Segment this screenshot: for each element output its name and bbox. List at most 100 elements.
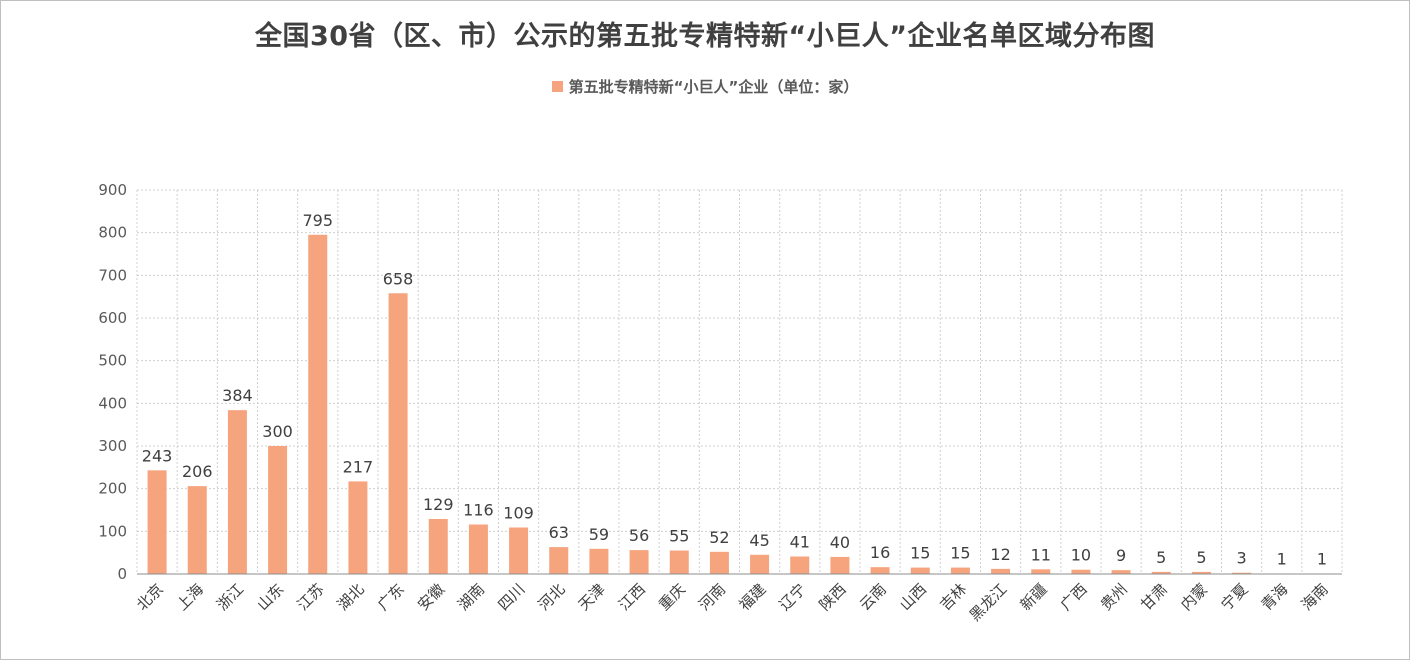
data-label: 116 <box>463 501 494 520</box>
x-tick-label: 宁夏 <box>1217 580 1251 614</box>
bar-重庆 <box>669 550 689 574</box>
x-tick-label: 安徽 <box>414 580 448 614</box>
y-tick-label: 700 <box>98 266 127 284</box>
data-label: 243 <box>142 446 173 465</box>
data-label: 11 <box>1031 545 1051 564</box>
bar-吉林 <box>950 567 970 574</box>
x-tick-label: 重庆 <box>655 580 689 614</box>
data-label: 59 <box>589 525 609 544</box>
bar-陕西 <box>830 556 850 574</box>
y-tick-label: 900 <box>98 181 127 199</box>
x-tick-label: 广西 <box>1057 580 1091 614</box>
data-label: 206 <box>182 462 213 481</box>
y-tick-label: 200 <box>98 480 127 498</box>
data-label: 5 <box>1156 548 1166 567</box>
y-tick-label: 600 <box>98 309 127 327</box>
data-label: 658 <box>383 269 414 288</box>
chart-title: 全国30省（区、市）公示的第五批专精特新“小巨人”企业名单区域分布图 <box>254 21 1156 52</box>
bar-上海 <box>187 486 207 574</box>
data-label: 45 <box>749 531 769 550</box>
bar-湖北 <box>348 481 368 574</box>
x-tick-label: 湖南 <box>454 580 488 614</box>
bar-甘肃 <box>1151 571 1171 574</box>
y-tick-label: 500 <box>98 352 127 370</box>
x-tick-label: 海南 <box>1298 580 1332 614</box>
x-tick-label: 贵州 <box>1097 580 1131 614</box>
data-label: 55 <box>669 527 689 546</box>
bars <box>147 234 1332 575</box>
data-label: 63 <box>549 523 569 542</box>
x-tick-label: 甘肃 <box>1137 580 1171 614</box>
x-axis: 北京 上海 浙江 山东 江苏 湖北 广东 安徽 湖南 四川 河北 天津 江西 重庆 河南 福建 辽宁 陕西 云南 山西… <box>133 573 1342 625</box>
bar-黑龙江 <box>991 568 1011 574</box>
y-tick-label: 0 <box>117 565 127 583</box>
x-tick-label: 吉林 <box>936 580 970 614</box>
data-label: 217 <box>343 457 374 476</box>
x-tick-label: 天津 <box>575 580 609 614</box>
x-tick-label: 福建 <box>735 580 769 614</box>
bar-广东 <box>388 293 408 574</box>
data-label: 15 <box>950 544 970 563</box>
x-tick-label: 江西 <box>615 580 649 614</box>
data-label: 40 <box>830 533 850 552</box>
data-label: 10 <box>1071 546 1091 565</box>
x-tick-label: 山东 <box>253 580 287 614</box>
data-label: 41 <box>790 533 810 552</box>
bar-河南 <box>709 551 729 574</box>
data-label: 9 <box>1116 546 1126 565</box>
x-tick-label: 黑龙江 <box>966 580 1011 625</box>
bar-四川 <box>509 527 529 574</box>
data-label: 52 <box>709 528 729 547</box>
y-tick-label: 400 <box>98 394 127 412</box>
x-tick-label: 北京 <box>133 580 167 614</box>
bar-辽宁 <box>790 556 810 574</box>
x-tick-label: 云南 <box>856 580 890 614</box>
data-label: 300 <box>262 422 293 441</box>
x-tick-label: 江苏 <box>294 580 328 614</box>
x-tick-label: 青海 <box>1258 580 1292 614</box>
x-tick-label: 湖北 <box>334 580 368 614</box>
bar-安徽 <box>428 518 448 574</box>
x-tick-label: 辽宁 <box>776 580 810 614</box>
data-label: 1 <box>1277 550 1287 569</box>
bar-福建 <box>750 554 770 574</box>
x-tick-label: 上海 <box>173 580 207 614</box>
data-label: 129 <box>423 495 454 514</box>
y-tick-label: 800 <box>98 224 127 242</box>
bar-浙江 <box>227 410 247 574</box>
x-tick-label: 四川 <box>494 580 528 614</box>
y-axis: 0 100 200 300 400 500 600 700 800 900 <box>98 181 127 583</box>
chart-legend: 第五批专精特新“小巨人”企业（单位：家） <box>0 76 1410 97</box>
data-label: 15 <box>910 544 930 563</box>
data-label: 1 <box>1317 550 1327 569</box>
x-tick-label: 内蒙 <box>1177 580 1211 614</box>
data-label: 56 <box>629 526 649 545</box>
bar-广西 <box>1071 569 1091 574</box>
bar-山东 <box>268 446 288 574</box>
data-label: 3 <box>1236 549 1246 568</box>
x-tick-label: 陕西 <box>816 580 850 614</box>
legend-label: 第五批专精特新“小巨人”企业（单位：家） <box>568 78 859 96</box>
y-tick-label: 300 <box>98 437 127 455</box>
bar-新疆 <box>1031 569 1051 574</box>
bar-山西 <box>910 567 930 574</box>
data-label: 12 <box>990 545 1010 564</box>
data-label: 384 <box>222 386 253 405</box>
data-label: 16 <box>870 543 890 562</box>
grid-lines <box>136 189 1343 574</box>
bar-江苏 <box>308 234 328 575</box>
bar-贵州 <box>1111 570 1131 574</box>
legend-swatch <box>551 81 563 92</box>
bar-天津 <box>589 548 609 574</box>
x-tick-label: 河北 <box>535 580 569 614</box>
data-label: 795 <box>302 211 333 230</box>
x-tick-label: 河南 <box>695 580 729 614</box>
bar-宁夏 <box>1232 572 1252 574</box>
bar-河北 <box>549 547 569 574</box>
x-tick-label: 新疆 <box>1017 580 1051 614</box>
bar-江西 <box>629 550 649 574</box>
data-label: 109 <box>503 503 534 522</box>
bar-北京 <box>147 470 167 574</box>
